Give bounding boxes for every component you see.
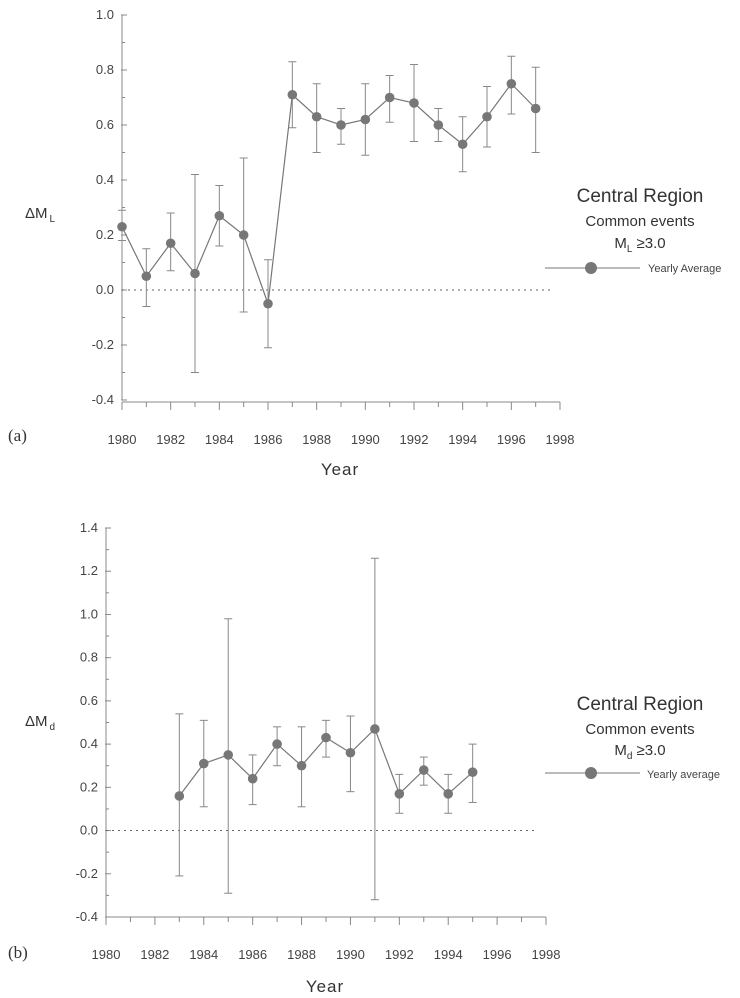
panel-a-data-point <box>190 268 200 279</box>
panel-b-x-tick-label: 1994 <box>434 947 463 962</box>
panel-a-series-line <box>121 82 537 304</box>
panel-a-data-point <box>287 89 298 100</box>
panel-b-data-point <box>443 789 454 799</box>
panel-b-marks <box>174 557 478 901</box>
panel-a-data-point <box>506 78 517 89</box>
panel-b-legend-title: Central Region <box>577 694 704 715</box>
panel-b-x-axis-title: Year <box>306 977 344 996</box>
panel-b-label: (b) <box>8 943 28 962</box>
panel-a-data-point <box>433 120 444 130</box>
panel-b-axes: 1.4 1.2 1.0 0.8 0.6 0.4 0.2 0.0 -0.2 -0.4 1980 1982… <box>76 520 561 962</box>
panel-a-data-point <box>117 221 127 232</box>
panel-a-x-tick-label: 1992 <box>400 432 429 447</box>
panel-a-x-tick-label: 1982 <box>156 432 185 447</box>
panel-a-data-point <box>165 238 176 249</box>
panel-b-x-tick-label: 1998 <box>532 947 561 962</box>
panel-b-y-tick-label: 0.0 <box>80 823 98 838</box>
panel-a-x-tick-label: 1988 <box>302 432 331 447</box>
panel-a-label: (a) <box>8 426 27 445</box>
panel-b-data-point <box>394 789 405 799</box>
panel-b-data-point <box>247 773 258 784</box>
panel-a-y-axis-label: ΔM L <box>25 205 56 225</box>
panel-a-data-point <box>457 139 468 150</box>
panel-a-data-point <box>311 111 322 122</box>
panel-a-data-point <box>482 111 492 122</box>
panel-a-y-tick-label: -0.4 <box>92 392 114 407</box>
panel-b-x-tick-label: 1988 <box>287 947 316 962</box>
panel-b-y-axis-label: ΔM d <box>25 713 55 733</box>
panel-a-y-tick-label: 0.0 <box>96 282 114 297</box>
panel-a-data-point <box>360 114 371 125</box>
panel-a-legend-series-label: Yearly Average <box>648 263 721 275</box>
panel-b-data-point <box>467 767 478 778</box>
panel-b-x-tick-label: 1982 <box>140 947 169 962</box>
panel-b-x-tick-label: 1986 <box>238 947 267 962</box>
panel-a-x-axis-title: Year <box>321 460 359 479</box>
panel-a-marks <box>117 55 541 373</box>
panel-a-y-tick-label: -0.2 <box>92 337 114 352</box>
panel-a-y-tick-label: 0.8 <box>96 62 114 77</box>
panel-b-data-point <box>370 724 380 734</box>
panel-a-y-tick-label: 0.6 <box>96 117 114 132</box>
panel-a-x-tick-label: 1984 <box>205 432 234 447</box>
panel-a-legend-line2: ML ≥3.0 <box>614 235 665 255</box>
panel-b-chart: 1.4 1.2 1.0 0.8 0.6 0.4 0.2 0.0 -0.2 -0.4 1980 1982… <box>8 520 720 996</box>
panel-a-x-tick-label: 1994 <box>448 432 477 447</box>
panel-a-y-tick-label: 0.4 <box>96 172 114 187</box>
panel-b-x-tick-label: 1990 <box>336 947 365 962</box>
panel-b-legend-marker <box>585 767 597 779</box>
panel-a-x-tick-label: 1980 <box>108 432 137 447</box>
panel-a-data-point <box>238 230 249 240</box>
panel-b-x-tick-label: 1992 <box>385 947 414 962</box>
panel-a-data-point <box>336 120 346 130</box>
panel-b-data-point <box>418 765 429 775</box>
panel-a-x-tick-label: 1990 <box>351 432 380 447</box>
panel-a-data-point <box>384 92 395 103</box>
panel-a-data-point <box>530 103 541 114</box>
panel-b-y-tick-label: 0.6 <box>80 693 98 708</box>
panel-b-y-tick-label: 1.4 <box>80 520 98 535</box>
panel-a-y-tick-label: 0.2 <box>96 227 114 242</box>
panel-b-y-tick-label: 1.0 <box>80 606 98 621</box>
panel-a-x-tick-label: 1996 <box>497 432 526 447</box>
panel-b-x-tick-label: 1996 <box>483 947 512 962</box>
panel-b-data-point <box>272 739 282 749</box>
panel-a-y-tick-label: 1.0 <box>96 7 114 22</box>
panel-b-data-point <box>345 747 356 758</box>
panel-b-y-tick-label: 0.8 <box>80 650 98 665</box>
panel-b-legend-line2: Md ≥3.0 <box>614 742 665 762</box>
panel-b-y-tick-label: -0.4 <box>76 909 98 924</box>
panel-a-legend-line1: Common events <box>585 213 694 230</box>
panel-b-y-tick-label: 0.2 <box>80 779 98 794</box>
panel-b-legend-line1: Common events <box>585 721 694 738</box>
panel-a-x-tick-label: 1986 <box>254 432 283 447</box>
panel-a-data-point <box>409 98 419 108</box>
panel-b-data-point <box>296 760 307 771</box>
panel-a-legend-marker <box>585 262 597 274</box>
panel-b-x-tick-label: 1984 <box>189 947 218 962</box>
panel-b-data-point <box>174 791 185 801</box>
panel-a-x-tick-label: 1998 <box>546 432 575 447</box>
panel-b-y-tick-label: 1.2 <box>80 563 98 578</box>
panel-b-legend: Central Region Common events Md ≥3.0 Yea… <box>545 694 720 781</box>
panel-a-data-point <box>263 298 273 309</box>
panel-b-y-tick-label: 0.4 <box>80 736 98 751</box>
panel-a-data-point <box>214 210 225 221</box>
panel-a-data-point <box>141 271 152 282</box>
panel-b-legend-series-label: Yearly average <box>647 769 720 781</box>
panel-b-data-point <box>321 732 331 743</box>
panel-b-x-tick-label: 1980 <box>92 947 121 962</box>
panel-a-legend-title: Central Region <box>577 186 704 207</box>
panel-b-data-point <box>198 758 209 769</box>
panel-a-legend: Central Region Common events ML ≥3.0 Yea… <box>545 186 721 275</box>
panel-b-y-tick-label: -0.2 <box>76 866 98 881</box>
panel-b-data-point <box>223 750 234 760</box>
panel-a-axes: 1.0 0.8 0.6 0.4 0.2 0.0 -0.2 -0.4 1980 1982 1984 19… <box>92 7 575 447</box>
panel-a-chart: 1.0 0.8 0.6 0.4 0.2 0.0 -0.2 -0.4 1980 1982 1984 19… <box>8 7 721 479</box>
